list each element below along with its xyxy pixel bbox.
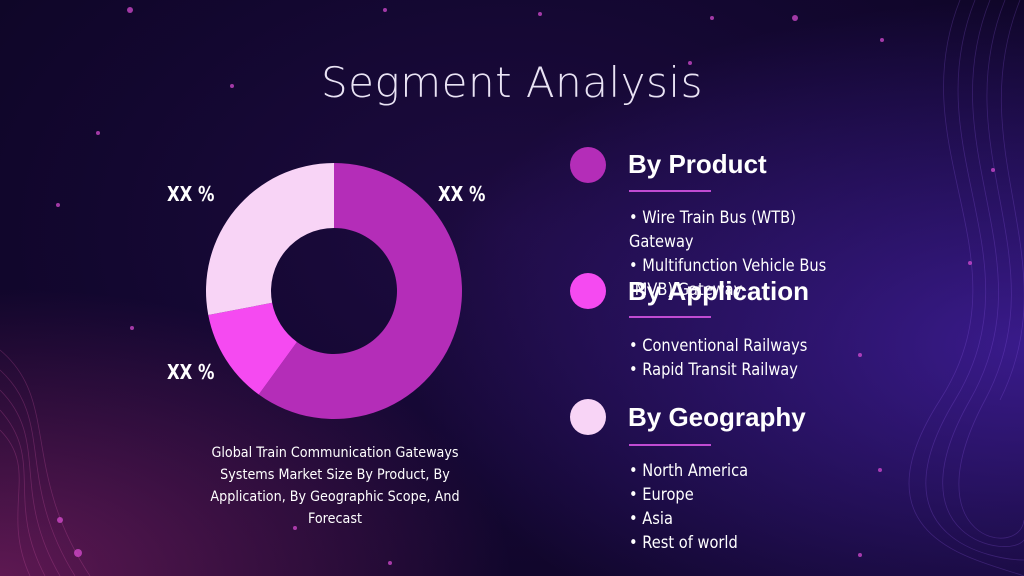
slice-label-1: XX %	[438, 182, 486, 206]
list-item: Rest of world	[629, 531, 827, 555]
segment-heading-application: By Application	[628, 276, 810, 306]
product-list: Wire Train Bus (WTB) Gateway Multifuncti…	[629, 206, 827, 302]
product-dot-icon	[570, 147, 606, 183]
list-item: Wire Train Bus (WTB) Gateway	[629, 206, 827, 254]
segment-underline	[629, 316, 711, 318]
list-item: Europe	[629, 483, 827, 507]
chart-caption: Global Train Communication Gateways Syst…	[210, 445, 460, 527]
page-title: Segment Analysis	[321, 58, 703, 107]
list-item: Multifunction Vehicle Bus (MVB) Gateway	[629, 254, 827, 302]
application-list: Conventional Railways Rapid Transit Rail…	[629, 334, 827, 382]
slice-label-2: XX %	[167, 360, 215, 384]
segment-underline	[629, 190, 711, 192]
donut-slice-3	[206, 163, 334, 315]
list-item: Asia	[629, 507, 827, 531]
geography-dot-icon	[570, 399, 606, 435]
segment-underline	[629, 444, 711, 446]
segment-heading-geography: By Geography	[628, 402, 806, 432]
application-dot-icon	[570, 273, 606, 309]
donut-chart	[206, 163, 463, 420]
list-item: Rapid Transit Railway	[629, 358, 827, 382]
list-item: North America	[629, 459, 827, 483]
donut-slice-1	[258, 163, 463, 420]
donut-slice-2	[208, 302, 297, 395]
slice-label-3: XX %	[167, 182, 215, 206]
geography-list: North America Europe Asia Rest of world	[629, 459, 827, 555]
segment-heading-product: By Product	[628, 149, 767, 179]
list-item: Conventional Railways	[629, 334, 827, 358]
